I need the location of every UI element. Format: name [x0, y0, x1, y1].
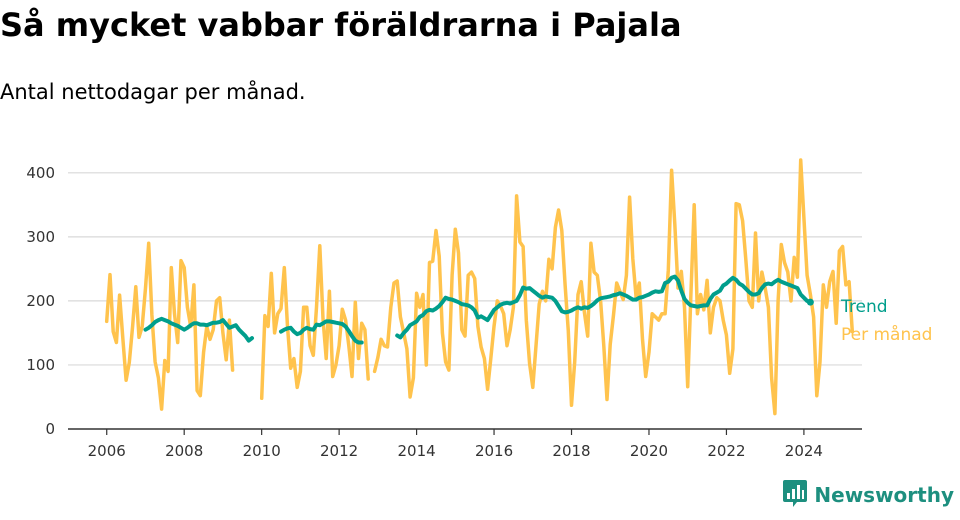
- bar-chart-speech-bubble-icon: [782, 478, 808, 512]
- y-tick-label: 200: [26, 292, 55, 310]
- brand-logo: Newsworthy: [782, 478, 954, 512]
- monthly-series-line: [104, 241, 235, 411]
- trend-end-marker: [806, 298, 814, 306]
- x-axis: 2006 2008 2010 2012 2014 2016 2018 2020 2022 2024: [68, 428, 862, 460]
- brand-name: Newsworthy: [814, 483, 954, 507]
- monthly-series-line: [372, 158, 855, 416]
- x-tick-label: 2018: [552, 442, 590, 460]
- y-tick-label: 0: [45, 420, 55, 438]
- x-tick-label: 2024: [785, 442, 823, 460]
- y-tick-label: 100: [26, 356, 55, 374]
- x-tick-label: 2022: [707, 442, 745, 460]
- chart-title: Så mycket vabbar föräldrarna i Pajala: [0, 6, 682, 44]
- x-tick-label: 2006: [88, 442, 126, 460]
- series-legend: Trend Per månad: [840, 297, 932, 345]
- x-tick-label: 2020: [630, 442, 668, 460]
- x-tick-label: 2016: [475, 442, 513, 460]
- x-tick-label: 2010: [243, 442, 281, 460]
- y-axis-labels: 0 100 200 300 400: [26, 164, 55, 438]
- trend-series-line: [143, 316, 254, 343]
- x-tick-label: 2014: [397, 442, 435, 460]
- legend-per-manad: Per månad: [841, 324, 932, 345]
- series-lines: [104, 158, 855, 416]
- trend-series-line: [279, 319, 364, 345]
- monthly-series-line: [259, 244, 370, 401]
- y-tick-label: 400: [26, 164, 55, 182]
- x-tick-label: 2008: [165, 442, 203, 460]
- legend-trend: Trend: [840, 297, 888, 317]
- trend-series-line: [395, 274, 813, 340]
- x-tick-label: 2012: [320, 442, 358, 460]
- chart-subtitle: Antal nettodagar per månad.: [0, 80, 306, 104]
- y-tick-label: 300: [26, 228, 55, 246]
